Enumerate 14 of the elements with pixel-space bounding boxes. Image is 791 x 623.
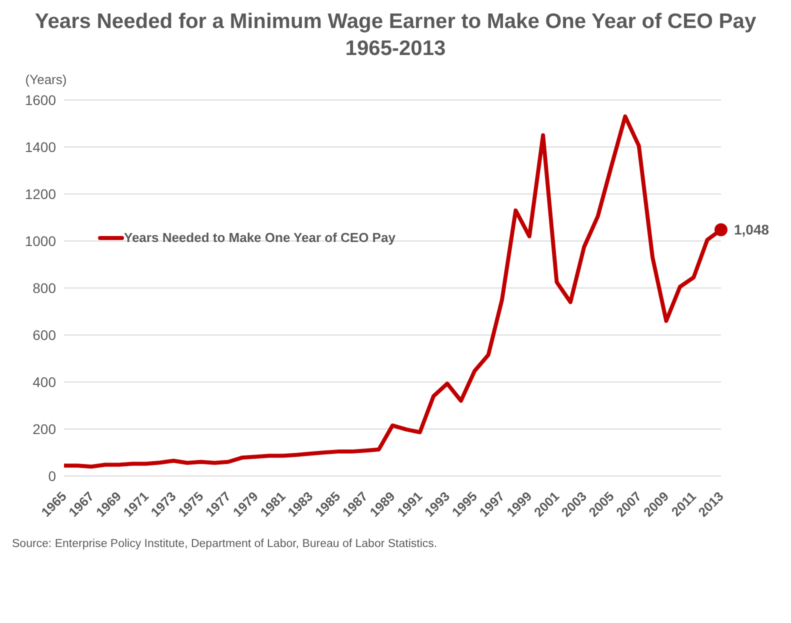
y-tick-label: 1000 (24, 232, 56, 249)
data-label: 1,048 (734, 222, 770, 238)
y-tick-label: 0 (48, 468, 56, 484)
y-tick-label: 1600 (24, 92, 56, 108)
source-note: Source: Enterprise Policy Institute, Department of Labor, Bureau of Labor Statistics. (12, 538, 438, 550)
chart-title: Years Needed for a Minimum Wage Earner to Make One Year of CEO Pay 1965-2013 (34, 9, 758, 62)
y-tick-label: 1200 (24, 186, 56, 202)
y-tick-label: 200 (32, 420, 56, 437)
y-tick-label: 400 (32, 374, 56, 390)
y-tick-label: 1400 (24, 138, 56, 155)
y-axis-title: (Years) (25, 72, 67, 87)
y-tick-label: 600 (32, 326, 56, 343)
y-tick-label: 800 (32, 280, 56, 296)
legend-label: Years Needed to Make One Year of CEO Pay (124, 230, 396, 245)
